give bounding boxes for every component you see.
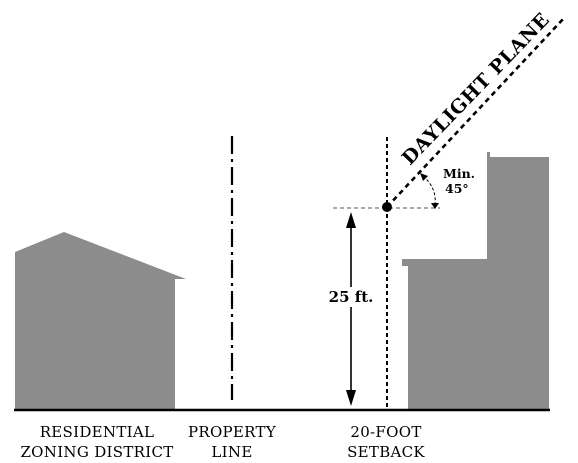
angle-label-degrees: 45° <box>445 181 469 196</box>
setback-label-line2: SETBACK <box>347 443 425 461</box>
residential-label-line1: RESIDENTIAL <box>40 423 155 441</box>
property-label-line2: LINE <box>211 443 252 461</box>
residential-house <box>15 232 186 411</box>
setback-building <box>402 152 549 411</box>
angle-arc <box>422 175 436 206</box>
height-label-bg <box>327 287 375 307</box>
property-label-line1: PROPERTY <box>188 423 277 441</box>
residential-label-line2: ZONING DISTRICT <box>20 443 173 461</box>
angle-arrow-bottom <box>431 203 439 209</box>
height-arrow-top <box>346 212 356 228</box>
angle-arrow-top <box>420 173 428 181</box>
angle-label-min: Min. <box>443 166 475 181</box>
height-arrow-bottom <box>346 390 356 406</box>
daylight-plane-line <box>386 16 566 208</box>
daylight-plane-label: DAYLIGHT PLANE <box>398 9 554 170</box>
setback-label-line1: 20-FOOT <box>350 423 421 441</box>
intersection-point <box>382 202 392 212</box>
height-dimension-label: 25 ft. <box>329 288 374 306</box>
